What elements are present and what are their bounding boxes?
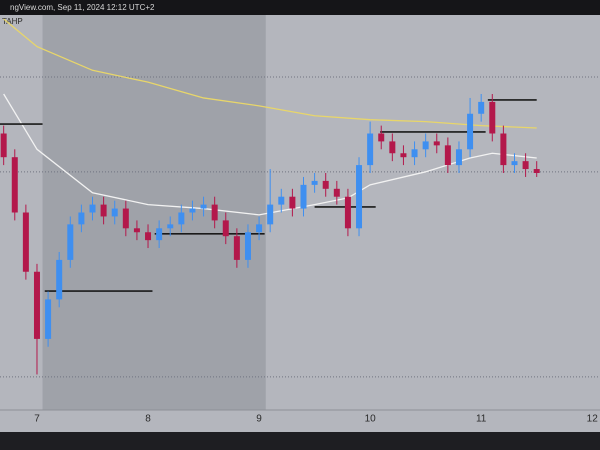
candle-body — [433, 141, 440, 146]
candle-body — [145, 232, 152, 241]
candle-body — [222, 220, 229, 237]
candle-body — [100, 204, 107, 217]
candle-body — [289, 196, 296, 209]
candle-body — [267, 204, 274, 225]
moving-average — [3, 18, 537, 129]
candle-body — [389, 141, 396, 154]
candle-body — [33, 271, 40, 339]
candle-body — [11, 157, 18, 213]
candle-body — [422, 141, 429, 150]
candle-body — [67, 224, 74, 260]
session-shade — [42, 15, 266, 410]
candle-body — [444, 145, 451, 166]
x-tick-label: 9 — [256, 414, 262, 425]
candle-body — [533, 169, 540, 173]
candle-body — [300, 184, 307, 209]
candle-body — [133, 228, 140, 233]
candle-body — [378, 133, 385, 142]
moving-average — [3, 93, 537, 216]
x-tick-label: 10 — [365, 414, 377, 425]
header-bar — [0, 0, 600, 15]
candle-body — [233, 236, 240, 260]
candle-body — [400, 153, 407, 158]
candle-body — [511, 161, 518, 166]
candle-body — [333, 188, 340, 197]
candle-body — [311, 180, 318, 185]
candle-body — [356, 165, 363, 229]
candle-body — [111, 208, 118, 217]
candle-body — [455, 149, 462, 166]
x-tick-label: 8 — [145, 414, 151, 425]
candle-body — [411, 149, 418, 158]
candle-body — [178, 212, 185, 225]
x-tick-label: 12 — [587, 414, 599, 425]
candle-body — [22, 212, 29, 272]
candle-body — [478, 101, 485, 114]
candle-body — [45, 299, 52, 339]
candle-body — [322, 180, 329, 189]
candle-body — [244, 232, 251, 260]
candle-body — [189, 208, 196, 213]
candle-body — [344, 196, 351, 229]
candle-body — [489, 101, 496, 134]
candle-body — [56, 259, 63, 300]
candle-body — [78, 212, 85, 225]
legend-label: TAHP — [2, 17, 23, 26]
candle-body — [467, 113, 474, 150]
candle-body — [278, 196, 285, 205]
candle-body — [0, 133, 7, 158]
candle-body — [167, 224, 174, 229]
candle-body — [522, 161, 529, 170]
candle-body — [211, 204, 218, 221]
candle-body — [156, 228, 163, 241]
header-text: ngView.com, Sep 11, 2024 12:12 UTC+2 — [10, 3, 155, 12]
footer-bar — [0, 432, 600, 450]
candle-body — [500, 133, 507, 166]
candle-body — [367, 133, 374, 166]
x-tick-label: 11 — [476, 414, 487, 425]
candle-body — [89, 204, 96, 213]
x-tick-label: 7 — [34, 414, 40, 425]
candle-body — [122, 208, 129, 229]
candle-body — [256, 224, 263, 233]
candle-body — [200, 204, 207, 209]
